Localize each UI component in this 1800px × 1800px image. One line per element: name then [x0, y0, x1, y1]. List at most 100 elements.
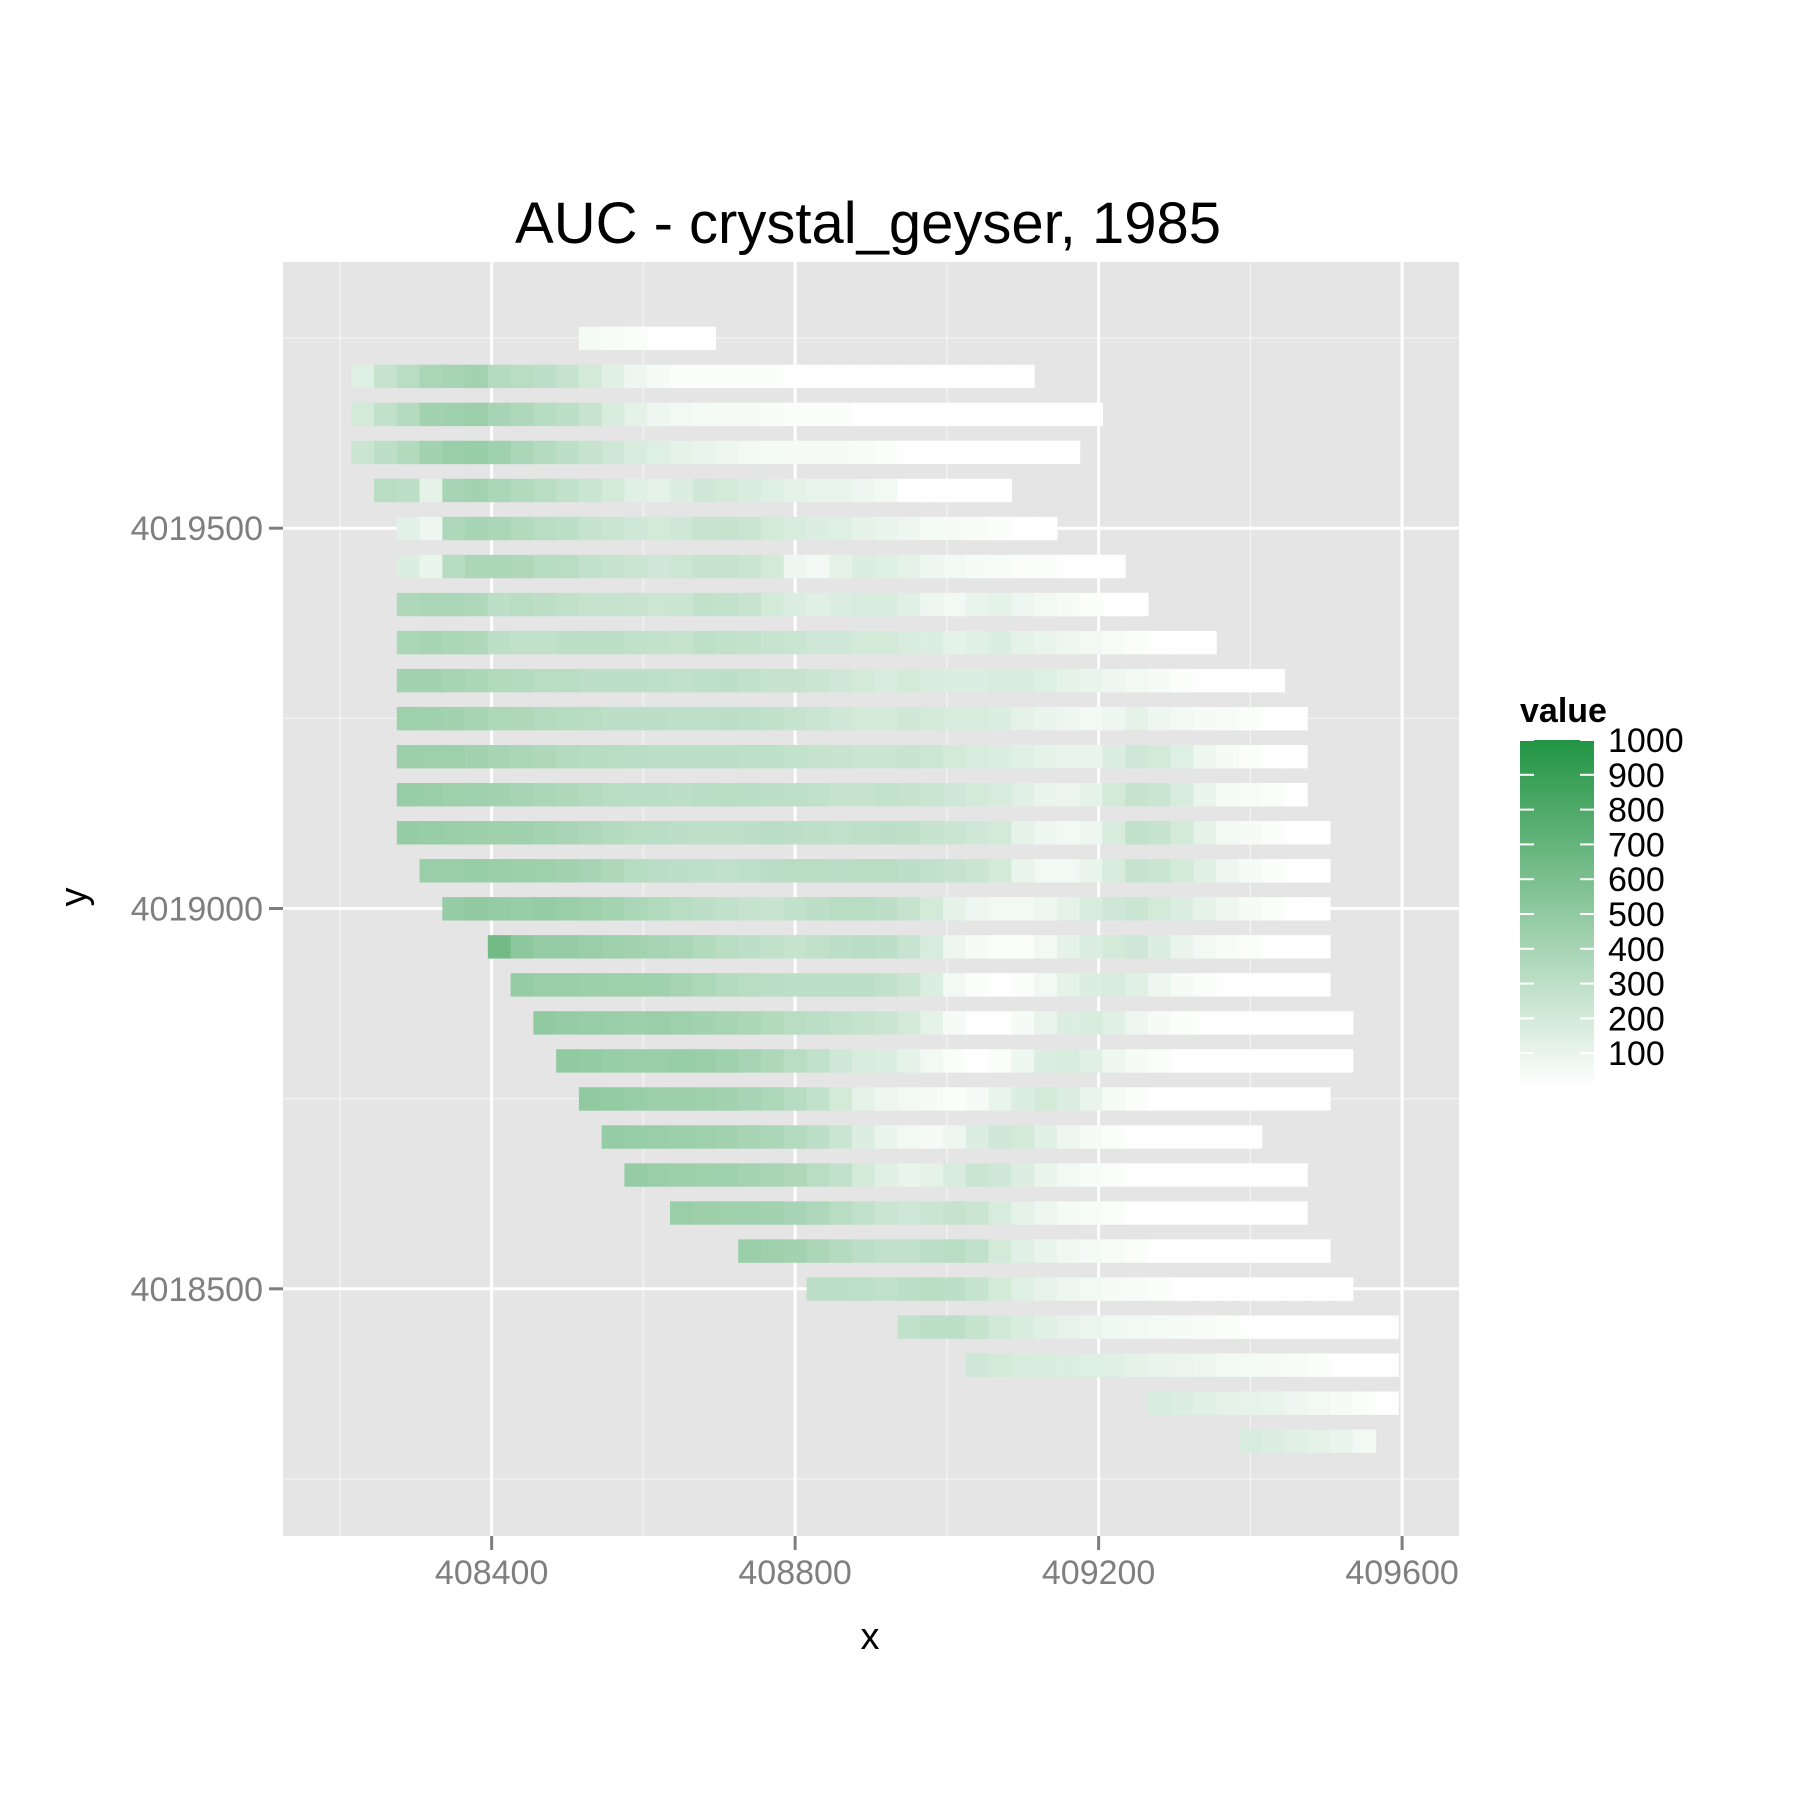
heatmap-cell [965, 897, 990, 921]
heatmap-cell [1261, 1011, 1286, 1035]
heatmap-cell [601, 897, 626, 921]
heatmap-cell [1261, 1429, 1286, 1453]
heatmap-cell [692, 440, 717, 465]
heatmap-cell [1261, 935, 1286, 959]
heatmap-cell [601, 973, 626, 997]
heatmap-cell [829, 1163, 853, 1187]
heatmap-cell [829, 630, 853, 655]
heatmap-cell [852, 364, 876, 389]
heatmap-cell [965, 1087, 990, 1111]
heatmap-cell [533, 630, 557, 655]
heatmap-cell [419, 744, 443, 769]
heatmap-cell [829, 478, 853, 503]
heatmap-cell [624, 402, 648, 427]
heatmap-cell [624, 897, 648, 921]
heatmap-cell [852, 821, 876, 845]
heatmap-cell [442, 592, 466, 617]
heatmap-cell [1352, 1429, 1377, 1453]
heatmap-cell [897, 478, 921, 503]
heatmap-cell [760, 1125, 785, 1149]
heatmap-cell [1307, 821, 1331, 845]
heatmap-cell [760, 1011, 785, 1035]
heatmap-cell [487, 402, 512, 427]
heatmap-cell [738, 821, 762, 845]
heatmap-cell [1056, 554, 1081, 579]
heatmap-cell [692, 364, 717, 389]
heatmap-cell [601, 821, 626, 845]
heatmap-cell [601, 706, 626, 731]
heatmap-cell [1079, 402, 1104, 427]
heatmap-cell [988, 630, 1012, 655]
heatmap-cell [1011, 440, 1035, 465]
heatmap-cell [556, 592, 580, 617]
heatmap-cell [943, 1239, 967, 1263]
heatmap-cell [1284, 1201, 1308, 1225]
heatmap-cell [1147, 1315, 1172, 1339]
heatmap-cell [874, 668, 899, 693]
heatmap-cell [874, 897, 899, 921]
heatmap-cell [578, 783, 603, 807]
heatmap-cell [988, 1277, 1012, 1301]
x-tick-label: 408400 [435, 1554, 548, 1592]
heatmap-cell [692, 706, 717, 731]
heatmap-cell [1011, 1201, 1035, 1225]
heatmap-cell [1307, 1353, 1331, 1377]
heatmap-cell [533, 364, 557, 389]
heatmap-cell [510, 516, 534, 541]
heatmap-cell [1216, 973, 1240, 997]
heatmap-cell [988, 1239, 1012, 1263]
heatmap-cell [624, 440, 648, 465]
heatmap-cell [715, 973, 739, 997]
heatmap-cell [874, 706, 899, 731]
heatmap-cell [510, 668, 534, 693]
heatmap-cell [988, 821, 1012, 845]
heatmap-cell [829, 1239, 853, 1263]
heatmap-cell [669, 897, 694, 921]
heatmap-cell [1216, 1163, 1240, 1187]
heatmap-cell [1330, 1353, 1354, 1377]
heatmap-cell [874, 1239, 899, 1263]
heatmap-cell [1125, 821, 1149, 845]
heatmap-cell [533, 973, 557, 997]
heatmap-cell [920, 630, 944, 655]
heatmap-cell [1034, 1011, 1058, 1035]
heatmap-cell [692, 1125, 717, 1149]
heatmap-cell [487, 859, 512, 883]
heatmap-cell [510, 364, 534, 389]
heatmap-cell [1102, 821, 1126, 845]
heatmap-cell [1216, 1049, 1240, 1073]
heatmap-cell [465, 859, 489, 883]
heatmap-cell [783, 1239, 808, 1263]
heatmap-cell [874, 783, 899, 807]
heatmap-cell [1056, 440, 1081, 465]
heatmap-cell [442, 668, 466, 693]
heatmap-cell [920, 364, 944, 389]
heatmap-cell [1147, 1049, 1172, 1073]
heatmap-cell [1034, 1353, 1058, 1377]
heatmap-cell [920, 744, 944, 769]
heatmap-cell [601, 744, 626, 769]
heatmap-cell [1170, 1163, 1195, 1187]
heatmap-cell [1034, 1087, 1058, 1111]
heatmap-cell [419, 592, 443, 617]
heatmap-cell [669, 402, 694, 427]
heatmap-cell [578, 1049, 603, 1073]
heatmap-cell [533, 516, 557, 541]
heatmap-cell [1034, 516, 1058, 541]
heatmap-cell [1170, 1011, 1195, 1035]
heatmap-cell [988, 706, 1012, 731]
heatmap-cell [988, 554, 1012, 579]
heatmap-cell [715, 1163, 739, 1187]
heatmap-cell [738, 554, 762, 579]
heatmap-cell [965, 478, 990, 503]
heatmap-cell [1102, 935, 1126, 959]
heatmap-cell [1193, 859, 1217, 883]
heatmap-cell [852, 478, 876, 503]
heatmap-cell [965, 1049, 990, 1073]
heatmap-cell [760, 554, 785, 579]
heatmap-cell [1056, 1125, 1081, 1149]
heatmap-cell [1238, 973, 1263, 997]
heatmap-cell [760, 821, 785, 845]
heatmap-cell [487, 554, 512, 579]
